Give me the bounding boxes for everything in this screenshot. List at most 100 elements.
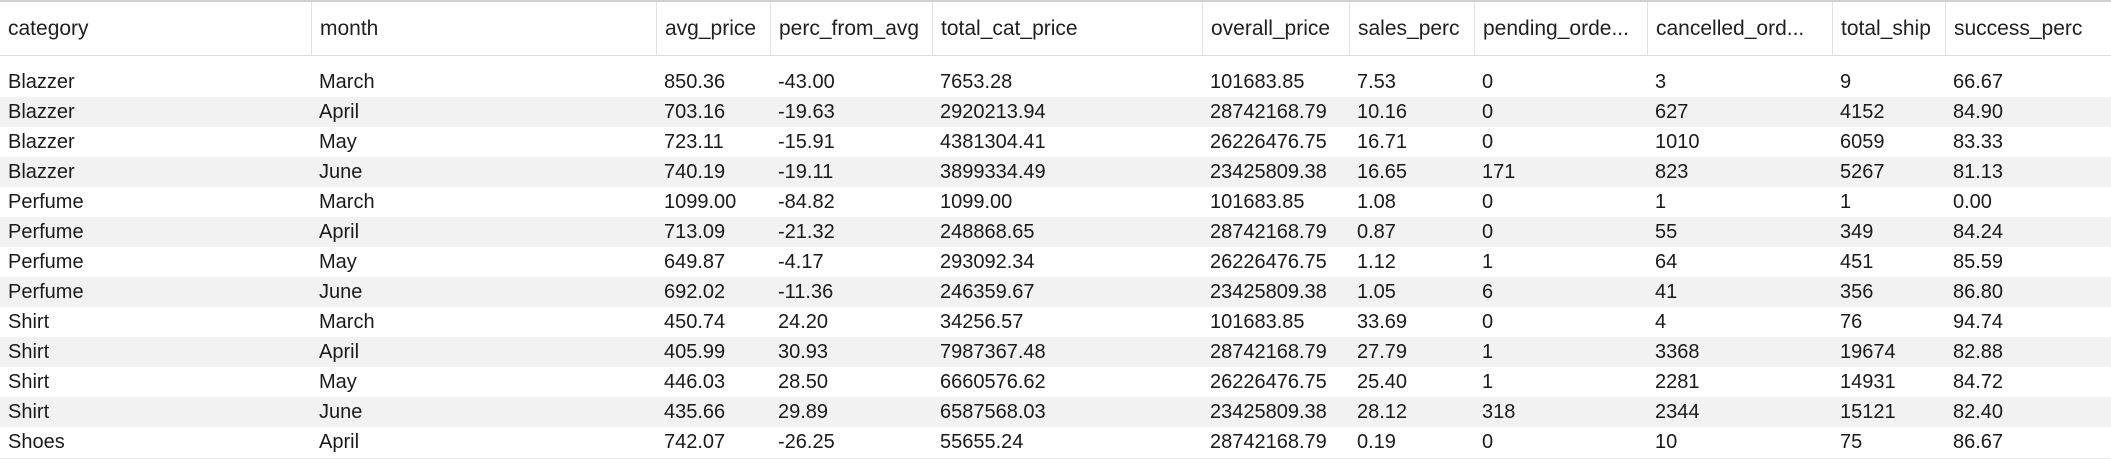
table-cell-success-perc[interactable]: 84.90	[1953, 101, 2004, 123]
column-header-pending-orders[interactable]: pending_orde...	[1474, 2, 1647, 56]
table-cell-overall-price[interactable]: 28742168.79	[1210, 431, 1327, 453]
table-cell-success-perc[interactable]: 82.40	[1953, 401, 2004, 423]
table-cell-month[interactable]: March	[319, 71, 375, 93]
table-cell-cancelled-orders[interactable]: 1	[1655, 191, 1667, 213]
table-cell-cancelled-orders[interactable]: 2281	[1655, 371, 1700, 393]
table-cell-total-ship[interactable]: 75	[1840, 431, 1863, 453]
table-cell-avg-price[interactable]: 742.07	[664, 431, 726, 453]
column-header-sales-perc[interactable]: sales_perc	[1349, 2, 1474, 56]
table-row[interactable]: Shirt March 450.74 24.20 34256.57 101683.85 33…	[0, 307, 2111, 337]
table-cell-overall-price[interactable]: 26226476.75	[1210, 131, 1327, 153]
table-cell-sales-perc[interactable]: 10.16	[1357, 101, 1408, 123]
table-cell-sales-perc[interactable]: 27.79	[1357, 341, 1408, 363]
table-cell-category[interactable]: Perfume	[8, 251, 84, 273]
table-cell-avg-price[interactable]: 649.87	[664, 251, 726, 273]
table-row[interactable]: Perfume May 649.87 -4.17 293092.34 26226476.7…	[0, 247, 2111, 277]
table-cell-cancelled-orders[interactable]: 4	[1655, 311, 1667, 333]
table-cell-perc-from-avg[interactable]: -43.00	[778, 71, 835, 93]
table-cell-overall-price[interactable]: 28742168.79	[1210, 341, 1327, 363]
table-cell-total-cat-price[interactable]: 248868.65	[940, 221, 1035, 243]
table-cell-pending-orders[interactable]: 171	[1482, 161, 1516, 183]
table-cell-month[interactable]: April	[319, 341, 360, 363]
table-cell-cancelled-orders[interactable]: 10	[1655, 431, 1678, 453]
table-cell-cancelled-orders[interactable]: 823	[1655, 161, 1689, 183]
table-cell-month[interactable]: June	[319, 161, 363, 183]
table-row[interactable]: Perfume March 1099.00 -84.82 1099.00 101683.8…	[0, 187, 2111, 217]
table-cell-avg-price[interactable]: 740.19	[664, 161, 726, 183]
table-cell-sales-perc[interactable]: 16.71	[1357, 131, 1408, 153]
table-cell-pending-orders[interactable]: 0	[1482, 71, 1494, 93]
table-row[interactable]: Blazzer April 703.16 -19.63 2920213.94 287421…	[0, 97, 2111, 127]
table-cell-overall-price[interactable]: 23425809.38	[1210, 401, 1327, 423]
table-cell-perc-from-avg[interactable]: -4.17	[778, 251, 824, 273]
table-cell-sales-perc[interactable]: 7.53	[1357, 71, 1396, 93]
table-cell-month[interactable]: March	[319, 311, 375, 333]
table-row[interactable]: Shirt May 446.03 28.50 6660576.62 26226476.75…	[0, 367, 2111, 397]
table-cell-total-cat-price[interactable]: 293092.34	[940, 251, 1035, 273]
table-cell-category[interactable]: Perfume	[8, 281, 84, 303]
table-cell-overall-price[interactable]: 26226476.75	[1210, 251, 1327, 273]
table-cell-month[interactable]: May	[319, 131, 357, 153]
column-header-perc-from-avg[interactable]: perc_from_avg	[770, 2, 932, 56]
table-cell-overall-price[interactable]: 26226476.75	[1210, 371, 1327, 393]
table-cell-avg-price[interactable]: 723.11	[664, 131, 724, 153]
table-row[interactable]: Shoes April 742.07 -26.25 55655.24 28742168.7…	[0, 427, 2111, 457]
table-cell-pending-orders[interactable]: 0	[1482, 191, 1494, 213]
table-cell-category[interactable]: Perfume	[8, 191, 84, 213]
table-cell-total-ship[interactable]: 356	[1840, 281, 1874, 303]
column-header-total-cat-price[interactable]: total_cat_price	[932, 2, 1202, 56]
table-cell-overall-price[interactable]: 28742168.79	[1210, 221, 1327, 243]
table-row[interactable]: Shirt April 405.99 30.93 7987367.48 28742168.…	[0, 337, 2111, 367]
table-cell-total-cat-price[interactable]: 4381304.41	[940, 131, 1046, 153]
table-cell-overall-price[interactable]: 101683.85	[1210, 71, 1305, 93]
table-cell-sales-perc[interactable]: 1.12	[1357, 251, 1396, 273]
table-cell-total-ship[interactable]: 15121	[1840, 401, 1896, 423]
table-cell-month[interactable]: March	[319, 191, 375, 213]
table-cell-pending-orders[interactable]: 0	[1482, 221, 1494, 243]
table-cell-month[interactable]: June	[319, 281, 363, 303]
column-header-avg-price[interactable]: avg_price	[656, 2, 770, 56]
table-cell-month[interactable]: June	[319, 401, 363, 423]
table-cell-pending-orders[interactable]: 1	[1482, 251, 1494, 273]
column-header-cancelled-orders[interactable]: cancelled_ord...	[1647, 2, 1832, 56]
table-cell-pending-orders[interactable]: 6	[1482, 281, 1494, 303]
column-header-category[interactable]: category	[8, 17, 89, 40]
table-cell-pending-orders[interactable]: 0	[1482, 101, 1494, 123]
table-row[interactable]: Blazzer March 850.36 -43.00 7653.28 101683.85…	[0, 67, 2111, 97]
table-cell-category[interactable]: Blazzer	[8, 131, 75, 153]
table-cell-sales-perc[interactable]: 0.19	[1357, 431, 1396, 453]
table-cell-perc-from-avg[interactable]: -26.25	[778, 431, 835, 453]
table-cell-category[interactable]: Shoes	[8, 431, 65, 453]
table-cell-category[interactable]: Blazzer	[8, 161, 75, 183]
table-cell-pending-orders[interactable]: 1	[1482, 371, 1494, 393]
table-cell-success-perc[interactable]: 94.74	[1953, 311, 2004, 333]
table-cell-pending-orders[interactable]: 0	[1482, 131, 1494, 153]
table-cell-total-cat-price[interactable]: 6587568.03	[940, 401, 1046, 423]
table-cell-success-perc[interactable]: 66.67	[1953, 71, 2004, 93]
table-cell-cancelled-orders[interactable]: 64	[1655, 251, 1678, 273]
table-cell-perc-from-avg[interactable]: 24.20	[778, 311, 829, 333]
table-cell-perc-from-avg[interactable]: -84.82	[778, 191, 835, 213]
table-cell-month[interactable]: April	[319, 101, 360, 123]
table-cell-pending-orders[interactable]: 1	[1482, 341, 1494, 363]
table-cell-perc-from-avg[interactable]: -21.32	[778, 221, 835, 243]
table-cell-category[interactable]: Shirt	[8, 341, 50, 363]
table-cell-overall-price[interactable]: 28742168.79	[1210, 101, 1327, 123]
table-row[interactable]: Blazzer May 723.11 -15.91 4381304.41 26226476…	[0, 127, 2111, 157]
table-cell-perc-from-avg[interactable]: 30.93	[778, 341, 829, 363]
table-row[interactable]: Perfume April 713.09 -21.32 248868.65 2874216…	[0, 217, 2111, 247]
table-cell-avg-price[interactable]: 850.36	[664, 71, 726, 93]
table-cell-cancelled-orders[interactable]: 3	[1655, 71, 1667, 93]
table-cell-total-cat-price[interactable]: 3899334.49	[940, 161, 1046, 183]
table-cell-success-perc[interactable]: 82.88	[1953, 341, 2004, 363]
table-cell-avg-price[interactable]: 692.02	[664, 281, 726, 303]
table-cell-sales-perc[interactable]: 25.40	[1357, 371, 1408, 393]
table-row[interactable]: Shirt June 435.66 29.89 6587568.03 23425809.3…	[0, 397, 2111, 427]
table-cell-avg-price[interactable]: 446.03	[664, 371, 726, 393]
table-cell-success-perc[interactable]: 86.67	[1953, 431, 2004, 453]
table-cell-overall-price[interactable]: 23425809.38	[1210, 281, 1327, 303]
table-cell-pending-orders[interactable]: 0	[1482, 431, 1494, 453]
table-cell-total-cat-price[interactable]: 2920213.94	[940, 101, 1046, 123]
table-cell-avg-price[interactable]: 435.66	[664, 401, 726, 423]
table-cell-total-ship[interactable]: 19674	[1840, 341, 1896, 363]
